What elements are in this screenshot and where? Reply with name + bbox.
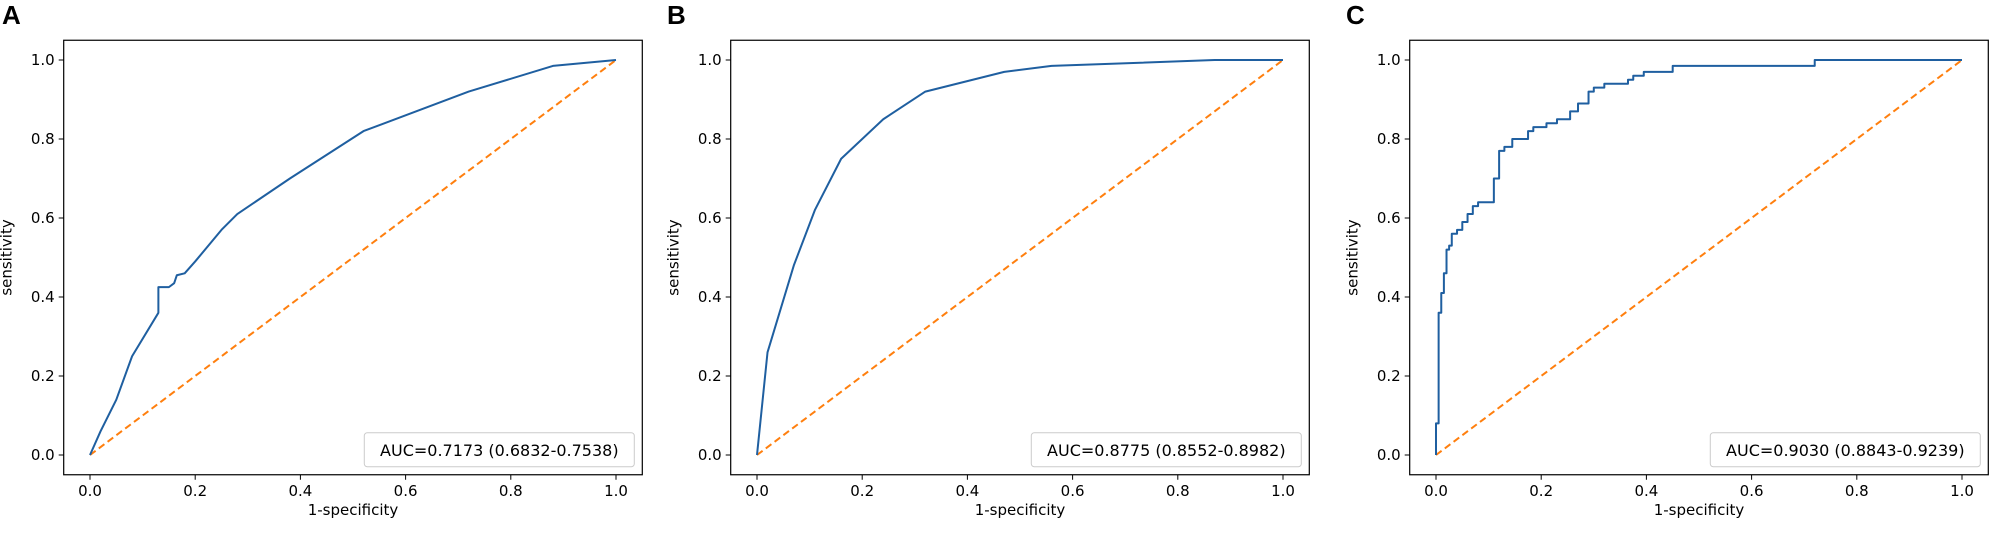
x-tick-label: 0.8 — [1166, 482, 1190, 500]
x-tick-label: 1.0 — [1271, 482, 1295, 500]
x-axis-label: 1-specificity — [308, 501, 399, 519]
reference-diagonal-line — [756, 59, 1284, 456]
y-tick-label: 0.4 — [1377, 288, 1401, 306]
plot-frame — [63, 39, 643, 476]
panel-b: B 0.0 0.2 0.4 0.6 0.8 1.0 0.0 0.2 0.4 0.6 0.8 1.0 1-s… — [665, 0, 1310, 519]
x-tick-label: 0.6 — [1740, 482, 1764, 500]
y-tick-label: 0.0 — [698, 446, 722, 464]
y-tick-label: 0.8 — [31, 130, 55, 148]
y-tick-label: 0.4 — [31, 288, 55, 306]
reference-diagonal-line — [1435, 59, 1963, 456]
y-tick-label: 0.2 — [31, 367, 55, 385]
y-tick-label: 0.0 — [31, 446, 55, 464]
x-tick-label: 0.4 — [955, 482, 979, 500]
panel-label: C — [1346, 0, 1365, 30]
legend-box — [1030, 432, 1302, 468]
x-tick-label: 0.6 — [1061, 482, 1085, 500]
x-tick-label: 0.4 — [1634, 482, 1658, 500]
x-tick-label: 0.6 — [394, 482, 418, 500]
y-tick-label: 0.6 — [698, 209, 722, 227]
legend-box — [363, 432, 635, 468]
y-tick-label: 0.6 — [1377, 209, 1401, 227]
x-tick-label: 0.8 — [1845, 482, 1869, 500]
y-tick-label: 1.0 — [31, 51, 55, 69]
y-tick-label: 1.0 — [698, 51, 722, 69]
y-tick-label: 0.2 — [1377, 367, 1401, 385]
plot-frame — [730, 39, 1310, 476]
roc-curve-line — [1435, 59, 1962, 455]
y-tick-label: 0.8 — [698, 130, 722, 148]
panel-label: B — [667, 0, 686, 30]
x-tick-label: 1.0 — [604, 482, 628, 500]
panel-a: A 0.0 0.2 0.4 0.6 0.8 1.0 0.0 0.2 0.4 0.6 0.8 1.0 1-s… — [0, 0, 643, 519]
x-tick-label: 0.0 — [745, 482, 769, 500]
plot-frame — [1409, 39, 1989, 476]
x-axis-label: 1-specificity — [975, 501, 1066, 519]
x-tick-label: 0.0 — [1424, 482, 1448, 500]
x-tick-label: 0.2 — [1529, 482, 1553, 500]
y-axis-label: sensitivity — [1344, 219, 1362, 296]
x-tick-label: 1.0 — [1950, 482, 1974, 500]
y-tick-label: 0.2 — [698, 367, 722, 385]
y-tick-label: 0.4 — [698, 288, 722, 306]
x-tick-label: 0.2 — [850, 482, 874, 500]
y-tick-label: 0.8 — [1377, 130, 1401, 148]
x-tick-label: 0.0 — [78, 482, 102, 500]
x-axis-label: 1-specificity — [1654, 501, 1745, 519]
y-tick-label: 1.0 — [1377, 51, 1401, 69]
x-tick-label: 0.4 — [288, 482, 312, 500]
x-tick-label: 0.2 — [183, 482, 207, 500]
y-tick-label: 0.0 — [1377, 446, 1401, 464]
y-tick-label: 0.6 — [31, 209, 55, 227]
roc-curve-line — [756, 59, 1283, 456]
legend-box — [1709, 432, 1981, 468]
auc-legend-text: AUC=0.7173 (0.6832-0.7538) — [380, 441, 619, 460]
panel-c: C 0.0 0.2 0.4 0.6 0.8 1.0 0.0 0.2 0.4 0.6 0.8 1.0 1-s… — [1344, 0, 1989, 519]
roc-curve-line — [89, 59, 617, 456]
y-axis-label: sensitivity — [0, 219, 16, 296]
y-axis-label: sensitivity — [665, 219, 683, 296]
auc-legend-text: AUC=0.8775 (0.8552-0.8982) — [1047, 441, 1286, 460]
x-tick-label: 0.8 — [499, 482, 523, 500]
auc-legend-text: AUC=0.9030 (0.8843-0.9239) — [1726, 441, 1965, 460]
panel-label: A — [2, 0, 21, 30]
reference-diagonal-line — [89, 59, 617, 456]
